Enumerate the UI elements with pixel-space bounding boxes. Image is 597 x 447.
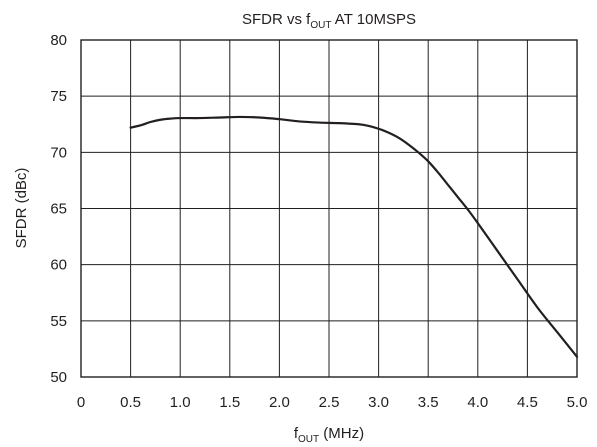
y-tick-label: 55 — [50, 313, 67, 330]
y-tick-label: 60 — [50, 257, 67, 274]
grid-lines — [81, 40, 577, 377]
y-tick-label: 70 — [50, 144, 67, 161]
chart-title-subscript: OUT — [310, 20, 331, 31]
x-tick-label: 4.5 — [517, 394, 538, 411]
x-axis-title-subscript: OUT — [298, 434, 319, 445]
x-tick-label: 3.0 — [368, 394, 389, 411]
chart-title-prefix: SFDR vs f — [242, 11, 311, 28]
y-tick-labels: 50 55 60 65 70 75 80 — [50, 32, 67, 386]
series-layer — [129, 115, 579, 358]
x-tick-label: 4.0 — [467, 394, 488, 411]
x-tick-label: 2.5 — [319, 394, 340, 411]
x-tick-label: 5.0 — [567, 394, 588, 411]
x-axis-title-suffix: (MHz) — [319, 425, 364, 442]
y-tick-label: 65 — [50, 201, 67, 218]
chart-title-suffix: AT 10MSPS — [331, 11, 416, 28]
sfdr-series-line — [129, 115, 579, 358]
plot-frame — [80, 39, 578, 378]
x-axis-title-prefix: f — [294, 425, 299, 442]
y-tick-label: 50 — [50, 369, 67, 386]
x-tick-label: 2.0 — [269, 394, 290, 411]
chart-title: SFDR vs fOUT AT 10MSPS — [242, 11, 416, 31]
y-tick-label: 80 — [50, 32, 67, 49]
x-axis-title: fOUT (MHz) — [294, 425, 364, 445]
x-tick-label: 0.5 — [120, 394, 141, 411]
y-axis-title: SFDR (dBc) — [13, 168, 30, 249]
x-tick-label: 1.0 — [170, 394, 191, 411]
x-tick-label: 3.5 — [418, 394, 439, 411]
x-tick-label: 0 — [77, 394, 85, 411]
y-tick-label: 75 — [50, 88, 67, 105]
x-tick-label: 1.5 — [219, 394, 240, 411]
x-tick-labels: 0 0.5 1.0 1.5 2.0 2.5 3.0 3.5 4.0 4.5 5.0 — [77, 394, 588, 411]
